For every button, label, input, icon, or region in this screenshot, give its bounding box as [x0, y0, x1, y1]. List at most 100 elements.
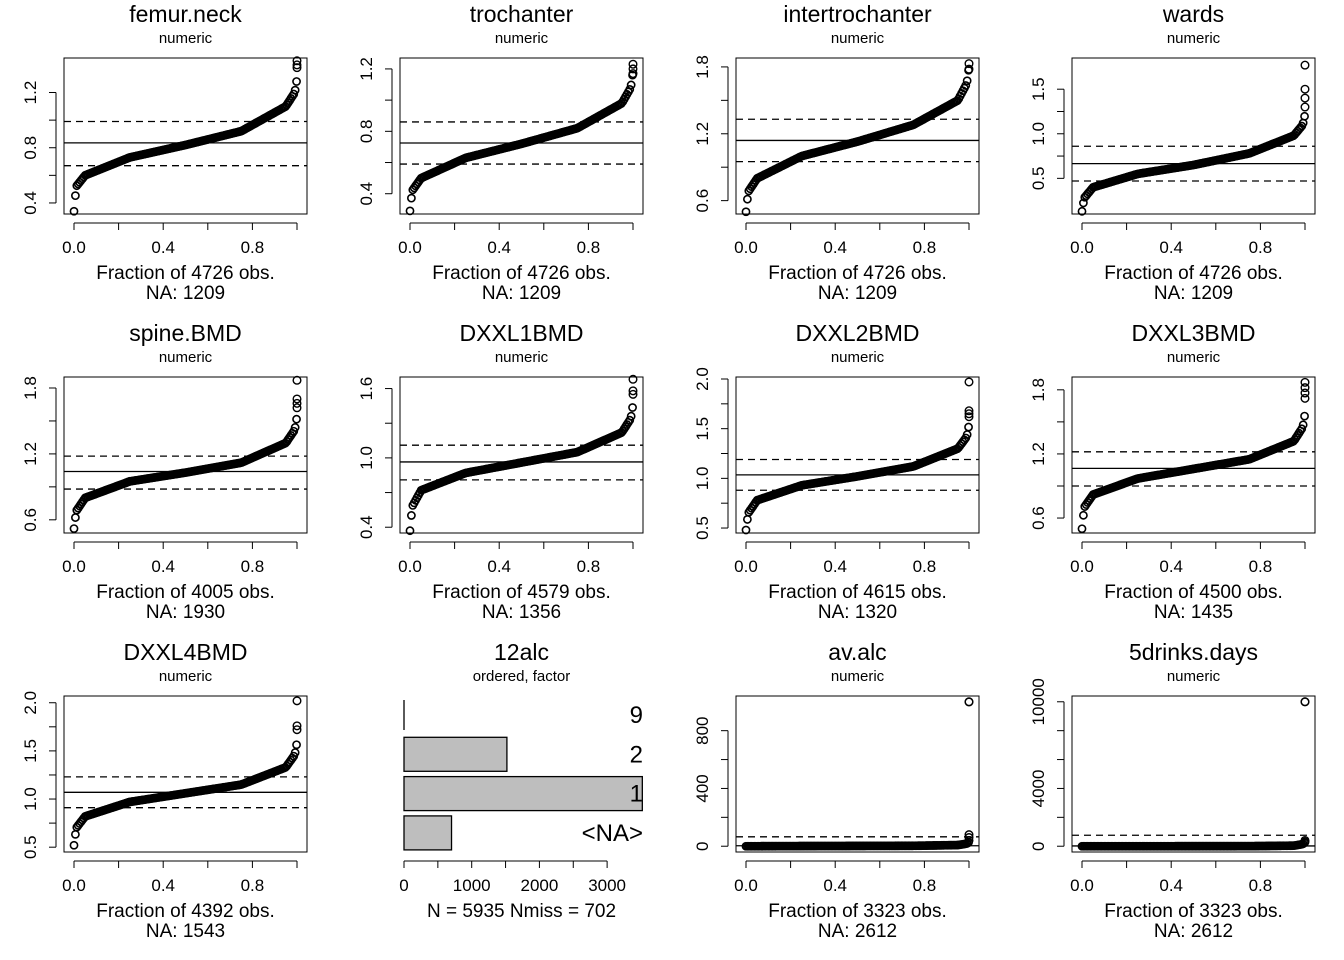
- data-points: [1077, 697, 1310, 851]
- x-tick-label: 0.4: [151, 876, 175, 895]
- x-axis-label: Fraction of 4726 obs.: [432, 263, 611, 284]
- data-points: [741, 59, 974, 217]
- y-tick-label: 2.0: [21, 691, 40, 715]
- plot-frame: [399, 376, 644, 534]
- bar: [403, 775, 643, 812]
- panel-subtitle: numeric: [159, 30, 213, 47]
- x-axis-label: N = 5935 Nmiss = 702: [427, 901, 616, 922]
- outlier-point: [292, 403, 302, 413]
- y-tick-label: 0.4: [21, 191, 40, 215]
- outlier-point: [628, 69, 638, 79]
- panel-title: DXXL3BMD: [1132, 320, 1256, 346]
- bar: [403, 815, 453, 851]
- outlier-point: [1300, 377, 1310, 387]
- x-tick-label: 0.8: [1249, 557, 1273, 576]
- x-tick-label: 0.4: [487, 557, 511, 576]
- x-tick-label: 0.0: [734, 876, 758, 895]
- y-axis: 0 4000 10000: [1029, 678, 1065, 851]
- plot-frame: [735, 376, 980, 534]
- data-point: [70, 191, 80, 201]
- panel-spine.BMD: spine.BMD numeric 0.6 1.2 1.8 0.0 0.4 0.8 Fracti…: [21, 320, 308, 623]
- y-tick-label: 0.6: [1029, 506, 1048, 530]
- data-points: [405, 374, 638, 536]
- na-count-label: NA: 1209: [1154, 283, 1233, 304]
- outlier-point: [964, 59, 974, 69]
- x-tick-label: 0.0: [1070, 557, 1094, 576]
- data-point: [292, 414, 301, 424]
- panel-DXXL1BMD: DXXL1BMD numeric 0.4 1.0 1.6 0.0 0.4 0.8 Fractio…: [357, 320, 644, 623]
- data-point: [1297, 424, 1307, 434]
- x-tick-label: 0.4: [151, 557, 175, 576]
- outlier-point: [1300, 835, 1310, 845]
- x-tick-label: 0.8: [913, 876, 937, 895]
- x-axis-label: Fraction of 4726 obs.: [768, 263, 947, 284]
- y-axis: 0.5 1.0 1.5 2.0: [693, 367, 729, 540]
- outlier-point: [292, 696, 302, 706]
- outlier-point: [292, 721, 302, 731]
- panel-title: 12alc: [494, 639, 549, 665]
- data-point: [405, 526, 415, 536]
- plot-frame: [735, 695, 980, 853]
- panel-title: av.alc: [828, 639, 886, 665]
- x-axis-label: Fraction of 4392 obs.: [96, 901, 275, 922]
- data-point: [626, 411, 636, 421]
- data-point: [625, 85, 635, 94]
- x-tick-label: 0.0: [1070, 238, 1094, 257]
- panel-DXXL3BMD: DXXL3BMD numeric 0.6 1.2 1.8 0.0 0.4 0.8 Fractio…: [1029, 320, 1316, 623]
- data-points: [1077, 377, 1310, 534]
- na-count-label: NA: 1320: [818, 602, 897, 623]
- bar: [403, 736, 508, 772]
- panel-12alc: 12alc ordered, factor 9 2 1 <NA> 0 1000 2000 3000…: [399, 639, 643, 922]
- bar-category-label: 1: [630, 781, 643, 808]
- data-point: [962, 76, 972, 86]
- y-tick-label: 0.6: [21, 508, 40, 532]
- y-axis: 0.4 0.8 1.2: [21, 81, 57, 215]
- x-tick-label: 0.4: [1159, 557, 1183, 576]
- data-points: [741, 377, 974, 535]
- data-point: [1298, 420, 1308, 430]
- x-tick-label: 0.0: [62, 557, 86, 576]
- y-tick-label: 0: [1029, 841, 1048, 850]
- panel-av.alc: av.alc numeric 0 400 800 0.0 0.4 0.8 Fraction of…: [693, 639, 980, 942]
- outlier-point: [964, 833, 974, 843]
- x-axis-label: Fraction of 4500 obs.: [1104, 582, 1283, 603]
- x-tick-label: 0.8: [1249, 876, 1273, 895]
- x-tick-label: 0.0: [398, 238, 422, 257]
- data-point: [290, 748, 300, 757]
- x-axis: 0.0 0.4 0.8 Fraction of 4726 obs.NA: 1209: [1070, 222, 1306, 304]
- y-axis: 0.4 1.0 1.6: [357, 377, 393, 539]
- na-count-label: NA: 2612: [818, 921, 897, 942]
- bar-category-label: 2: [630, 741, 643, 768]
- x-axis: 0.0 0.4 0.8 Fraction of 4726 obs.NA: 1209: [734, 222, 970, 304]
- panel-subtitle: numeric: [831, 30, 885, 47]
- data-point: [742, 515, 752, 524]
- panel-subtitle: numeric: [159, 349, 213, 366]
- data-point: [69, 206, 79, 216]
- panel-title: DXXL2BMD: [796, 320, 920, 346]
- panel-DXXL2BMD: DXXL2BMD numeric 0.5 1.0 1.5 2.0 0.0 0.4 0.8 Frac…: [693, 320, 980, 623]
- y-tick-label: 800: [693, 716, 712, 744]
- y-tick-label: 1.2: [21, 81, 40, 105]
- y-tick-label: 1.5: [693, 417, 712, 441]
- x-tick-label: 0.0: [1070, 876, 1094, 895]
- na-count-label: NA: 1435: [1154, 602, 1233, 623]
- x-axis-label: Fraction of 4005 obs.: [96, 582, 275, 603]
- plot-frame: [399, 57, 644, 215]
- y-tick-label: 1.8: [21, 376, 40, 400]
- x-tick-label: 2000: [520, 876, 558, 895]
- data-point: [405, 206, 415, 216]
- bars: 9 2 1 <NA>: [403, 700, 643, 851]
- x-tick-label: 0: [399, 876, 408, 895]
- x-tick-label: 0.4: [151, 238, 175, 257]
- y-tick-label: 0.4: [357, 182, 376, 206]
- panel-subtitle: numeric: [831, 349, 885, 366]
- data-point: [628, 403, 637, 412]
- na-count-label: NA: 2612: [1154, 921, 1233, 942]
- outlier-point: [1300, 102, 1310, 112]
- panel-subtitle: numeric: [495, 30, 549, 47]
- plot-frame: [63, 376, 308, 534]
- outlier-point: [628, 389, 638, 399]
- panel-wards: wards numeric 0.5 1.0 1.5 0.0 0.4 0.8 Fraction o…: [1029, 1, 1316, 304]
- panel-subtitle: numeric: [1167, 30, 1221, 47]
- y-tick-label: 1.8: [1029, 378, 1048, 402]
